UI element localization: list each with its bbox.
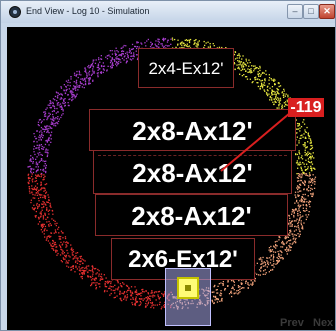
- maximize-button[interactable]: □: [303, 4, 319, 19]
- window-title: End View - Log 10 - Simulation: [26, 6, 150, 16]
- next-button[interactable]: Nex: [313, 317, 334, 329]
- marker-value-badge: -119: [288, 98, 324, 117]
- board-label-3[interactable]: 2x8-Ax12': [93, 150, 292, 194]
- board-label-top[interactable]: 2x4-Ex12': [138, 48, 234, 88]
- app-icon: [9, 6, 21, 18]
- log-end-view-canvas[interactable]: 2x4-Ex12' 2x8-Ax12' 2x8-Ax12' 2x8-Ax12' …: [7, 27, 335, 330]
- close-button[interactable]: ✕: [319, 4, 335, 19]
- board-label-4[interactable]: 2x8-Ax12': [95, 194, 288, 236]
- prev-button[interactable]: Prev: [280, 317, 304, 329]
- minimize-button[interactable]: –: [287, 4, 303, 19]
- section-preview-thumbnail[interactable]: [165, 268, 211, 326]
- title-bar[interactable]: End View - Log 10 - Simulation – □ ✕: [1, 1, 335, 23]
- preview-board-icon: [177, 277, 199, 299]
- marker-pointer-line: [220, 112, 291, 172]
